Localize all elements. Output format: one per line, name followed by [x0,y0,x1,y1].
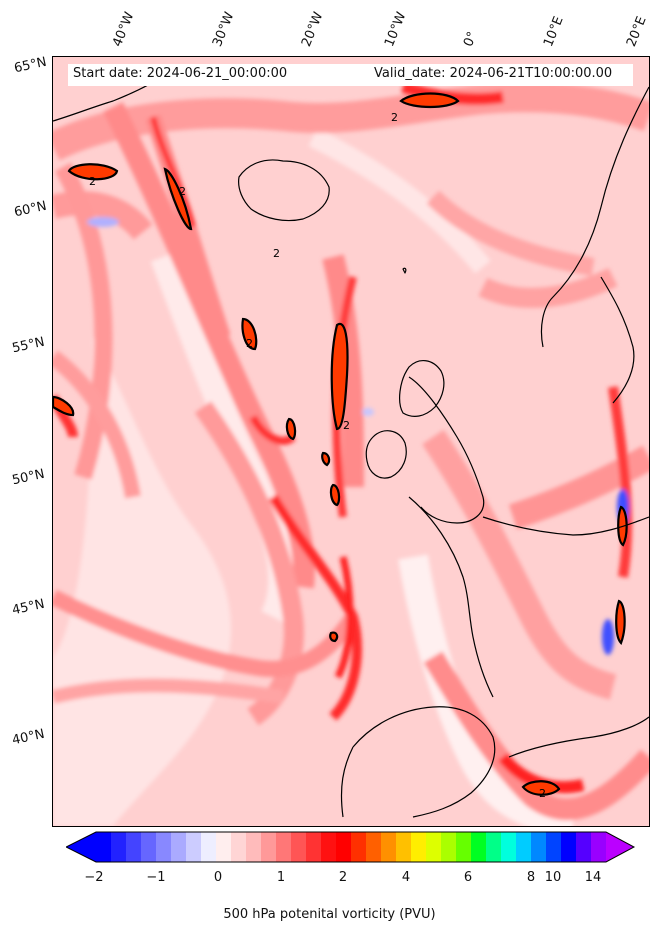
colorbar-label: 500 hPa potenital vorticity (PVU) [223,907,436,922]
colorbar-segment [246,832,262,862]
colorbar-tick: 14 [584,870,602,885]
colorbar-segment [456,832,472,862]
colorbar-segment [186,832,202,862]
contour-label: 2 [246,337,253,350]
colorbar-segment [546,832,562,862]
colorbar-segment [306,832,322,862]
colorbar-segment [381,832,397,862]
colorbar-segment [156,832,172,862]
pv-field-map: 2 2 2 2 2 2 2 [53,57,649,826]
lon-label-40w: 40°W [110,10,138,49]
contour-label: 2 [273,247,280,260]
colorbar-segment [126,832,142,862]
colorbar-segment [336,832,352,862]
contour-label: 2 [343,419,350,432]
colorbar-segment [231,832,247,862]
colorbar-tick: −1 [146,870,166,885]
start-date-text: Start date: 2024-06-21_00:00:00 [73,66,288,81]
contour-label: 2 [539,787,546,800]
colorbar-segment [531,832,547,862]
colorbar-segment [201,832,217,862]
colorbar-tick: −2 [84,870,104,885]
colorbar-segment [141,832,157,862]
colorbar-tick: 1 [276,870,286,885]
lat-label-65n: 65°N [12,54,48,77]
contour-label: 2 [89,175,96,188]
colorbar-segment [96,832,112,862]
colorbar-tick: 4 [401,870,411,885]
colorbar-under-extend [66,832,96,862]
colorbar-segment [591,832,607,862]
lon-label-10e: 10°E [541,14,567,49]
colorbar [66,831,636,863]
lon-label-0: 0° [461,29,481,49]
colorbar-segment [471,832,487,862]
colorbar-outline [66,831,636,863]
colorbar-segment [426,832,442,862]
colorbar-segment [321,832,337,862]
lon-label-30w: 30°W [210,10,238,49]
colorbar-segment [366,832,382,862]
colorbar-tick: 6 [463,870,473,885]
colorbar-tick: 0 [213,870,223,885]
colorbar-segment [516,832,532,862]
lat-label-50n: 50°N [10,466,46,489]
header-box [68,64,633,86]
colorbar-segment [276,832,292,862]
colorbar-over-extend [606,832,634,862]
colorbar-segment [441,832,457,862]
colorbar-segment [171,832,187,862]
lat-label-45n: 45°N [10,596,46,619]
lon-label-20w: 20°W [299,10,327,49]
colorbar-segment [396,832,412,862]
colorbar-segment [291,832,307,862]
colorbar-segment [501,832,517,862]
lat-label-40n: 40°N [10,726,46,749]
colorbar-segment [411,832,427,862]
valid-date-text: Valid_date: 2024-06-21T10:00:00.00 [374,66,613,81]
colorbar-segment [561,832,577,862]
map-panel[interactable]: 2 2 2 2 2 2 2 [52,56,650,827]
colorbar-segment [261,832,277,862]
lon-label-10w: 10°W [382,10,410,49]
colorbar-segment [486,832,502,862]
colorbar-tick: 8 [526,870,536,885]
colorbar-tick: 10 [544,870,562,885]
lon-label-20e: 20°E [624,14,650,49]
colorbar-tick: 2 [338,870,348,885]
colorbar-segment [576,832,592,862]
colorbar-segment [111,832,127,862]
lat-label-60n: 60°N [12,198,48,221]
colorbar-segment [351,832,367,862]
lat-label-55n: 55°N [10,334,46,357]
colorbar-segment [216,832,232,862]
contour-label: 2 [391,111,398,124]
contour-label: 2 [179,185,186,198]
